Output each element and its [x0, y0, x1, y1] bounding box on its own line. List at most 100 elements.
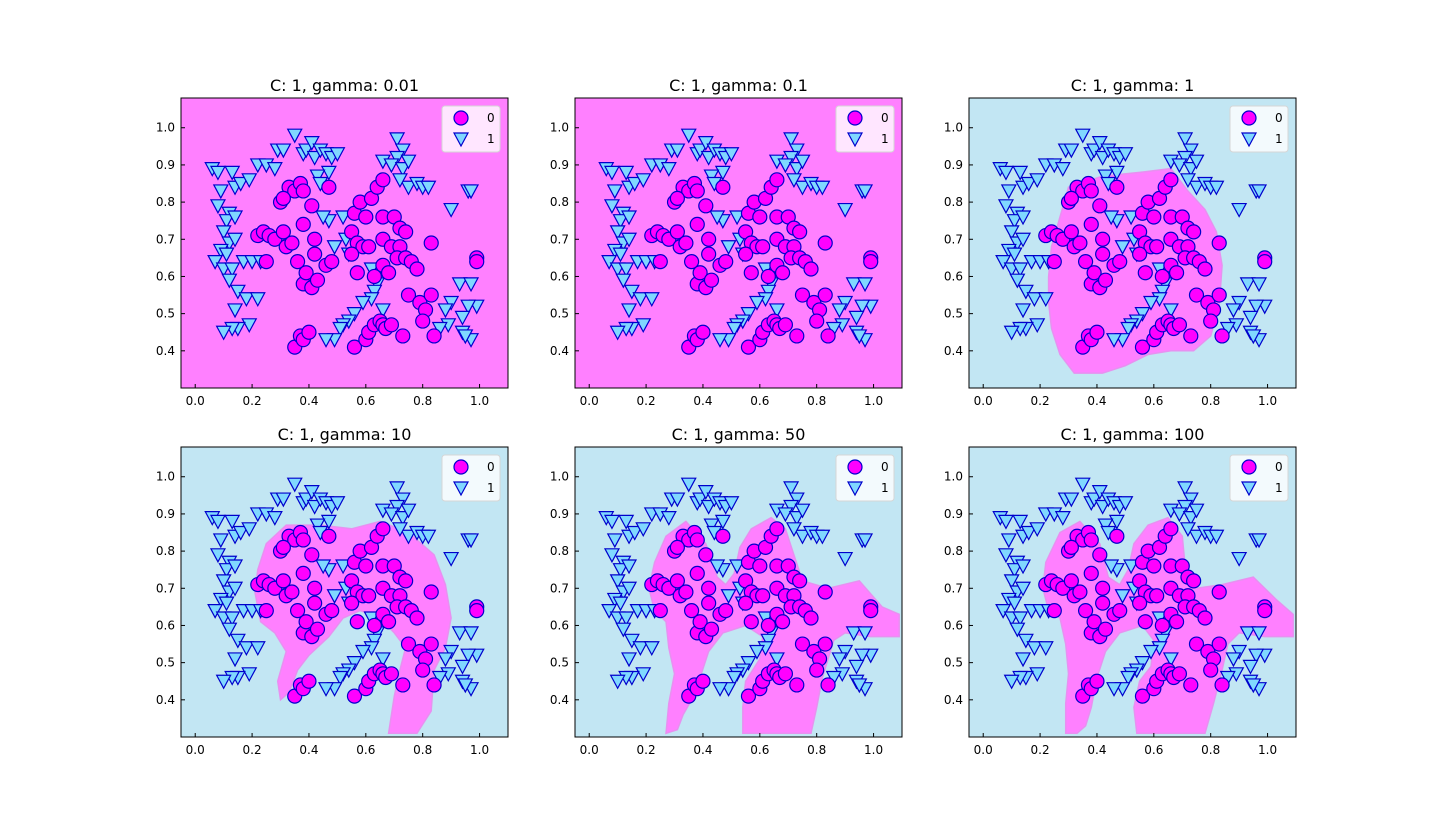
- point-class-1: [1251, 533, 1268, 549]
- axes-frame: [574, 446, 903, 738]
- point-class-0: [1154, 268, 1170, 285]
- point-class-1: [788, 162, 805, 177]
- point-class-1: [232, 525, 249, 541]
- point-class-0: [309, 272, 326, 288]
- plot-area: [992, 128, 1273, 374]
- point-class-1: [420, 180, 437, 196]
- point-class-0: [349, 265, 365, 281]
- point-class-1: [1231, 644, 1248, 660]
- legend-label-1: 1: [1275, 481, 1283, 495]
- point-class-0: [1134, 339, 1151, 355]
- point-class-1: [814, 180, 831, 196]
- point-class-1: [788, 492, 805, 508]
- point-class-1: [1006, 563, 1023, 578]
- point-class-1: [215, 325, 232, 341]
- point-class-0: [358, 558, 374, 574]
- point-class-0: [383, 317, 400, 333]
- point-class-1: [394, 511, 411, 526]
- point-class-0: [295, 216, 311, 233]
- point-class-1: [623, 284, 640, 300]
- point-class-1: [669, 492, 686, 508]
- y-tick-label: 1.0: [156, 121, 175, 135]
- point-class-0: [683, 253, 700, 270]
- point-class-1: [609, 225, 626, 241]
- point-class-1: [1245, 329, 1262, 345]
- x-tick-label: 0.8: [1201, 394, 1220, 408]
- point-class-1: [1123, 559, 1140, 575]
- point-class-0: [409, 610, 425, 626]
- point-class-1: [215, 674, 232, 690]
- point-class-1: [463, 533, 480, 549]
- point-class-0: [1132, 246, 1148, 262]
- point-class-1: [315, 559, 332, 575]
- point-class-1: [1015, 210, 1032, 226]
- point-class-1: [1086, 143, 1103, 159]
- point-class-1: [1097, 169, 1114, 185]
- point-class-0: [689, 183, 705, 199]
- point-class-1: [723, 496, 740, 512]
- x-tick-label: 1.0: [864, 394, 883, 408]
- point-class-1: [332, 321, 349, 337]
- x-tick-label: 0.2: [243, 743, 262, 757]
- legend-label-1: 1: [881, 481, 889, 495]
- subplot-3: 0.0 0.2 0.4 0.6 0.8 1.0 0.4 0.5 0.6 0.7 0.8 0.9 1.0 C…: [944, 76, 1297, 408]
- x-tick-label: 0.8: [413, 394, 432, 408]
- point-class-1: [1208, 529, 1225, 545]
- legend-label-1: 1: [487, 132, 495, 146]
- point-class-1: [1091, 485, 1108, 500]
- point-class-0: [1171, 317, 1188, 333]
- point-class-1: [621, 581, 638, 597]
- point-class-0: [701, 231, 717, 247]
- point-class-0: [760, 617, 776, 634]
- point-class-1: [1103, 559, 1120, 575]
- legend-marker-class-1: [1240, 132, 1258, 148]
- point-class-0: [1046, 602, 1062, 619]
- point-class-1: [394, 143, 411, 159]
- point-class-0: [1154, 617, 1170, 634]
- point-class-0: [426, 328, 442, 344]
- point-class-0: [1163, 521, 1179, 537]
- point-class-1: [1020, 525, 1037, 541]
- point-class-1: [394, 162, 411, 177]
- point-class-1: [857, 184, 874, 200]
- legend-marker-class-0: [1241, 110, 1257, 126]
- point-class-0: [1072, 235, 1088, 251]
- y-tick-label: 0.4: [550, 693, 569, 707]
- point-class-0: [809, 313, 825, 329]
- point-class-1: [1248, 299, 1265, 315]
- x-tick-label: 0.8: [807, 394, 826, 408]
- point-class-1: [286, 128, 303, 144]
- y-tick-label: 0.9: [156, 507, 175, 521]
- point-class-1: [1239, 626, 1256, 642]
- point-class-1: [831, 303, 848, 319]
- point-class-0: [1063, 224, 1079, 240]
- point-class-1: [1182, 492, 1199, 508]
- point-class-0: [1063, 573, 1079, 589]
- point-class-0: [349, 614, 365, 630]
- point-class-1: [1114, 240, 1131, 255]
- x-tick-label: 0.6: [356, 394, 375, 408]
- point-class-1: [227, 232, 244, 248]
- point-class-0: [366, 268, 382, 285]
- point-class-1: [609, 574, 626, 590]
- point-class-0: [652, 253, 668, 270]
- point-class-1: [783, 481, 800, 497]
- point-class-1: [601, 254, 618, 270]
- point-class-1: [1225, 303, 1242, 319]
- point-class-0: [1109, 179, 1125, 195]
- y-tick-label: 0.8: [550, 195, 569, 209]
- point-class-1: [700, 499, 717, 515]
- point-class-0: [1086, 614, 1102, 630]
- point-class-0: [1149, 239, 1165, 255]
- point-class-0: [689, 532, 705, 548]
- point-class-0: [738, 246, 754, 262]
- point-class-1: [1003, 325, 1020, 341]
- point-class-0: [820, 677, 836, 693]
- point-class-1: [457, 678, 474, 694]
- point-class-0: [863, 602, 879, 619]
- point-class-1: [1134, 307, 1151, 322]
- point-class-1: [1063, 143, 1080, 159]
- point-class-0: [1197, 261, 1213, 277]
- point-class-1: [389, 132, 406, 148]
- point-class-0: [284, 584, 300, 600]
